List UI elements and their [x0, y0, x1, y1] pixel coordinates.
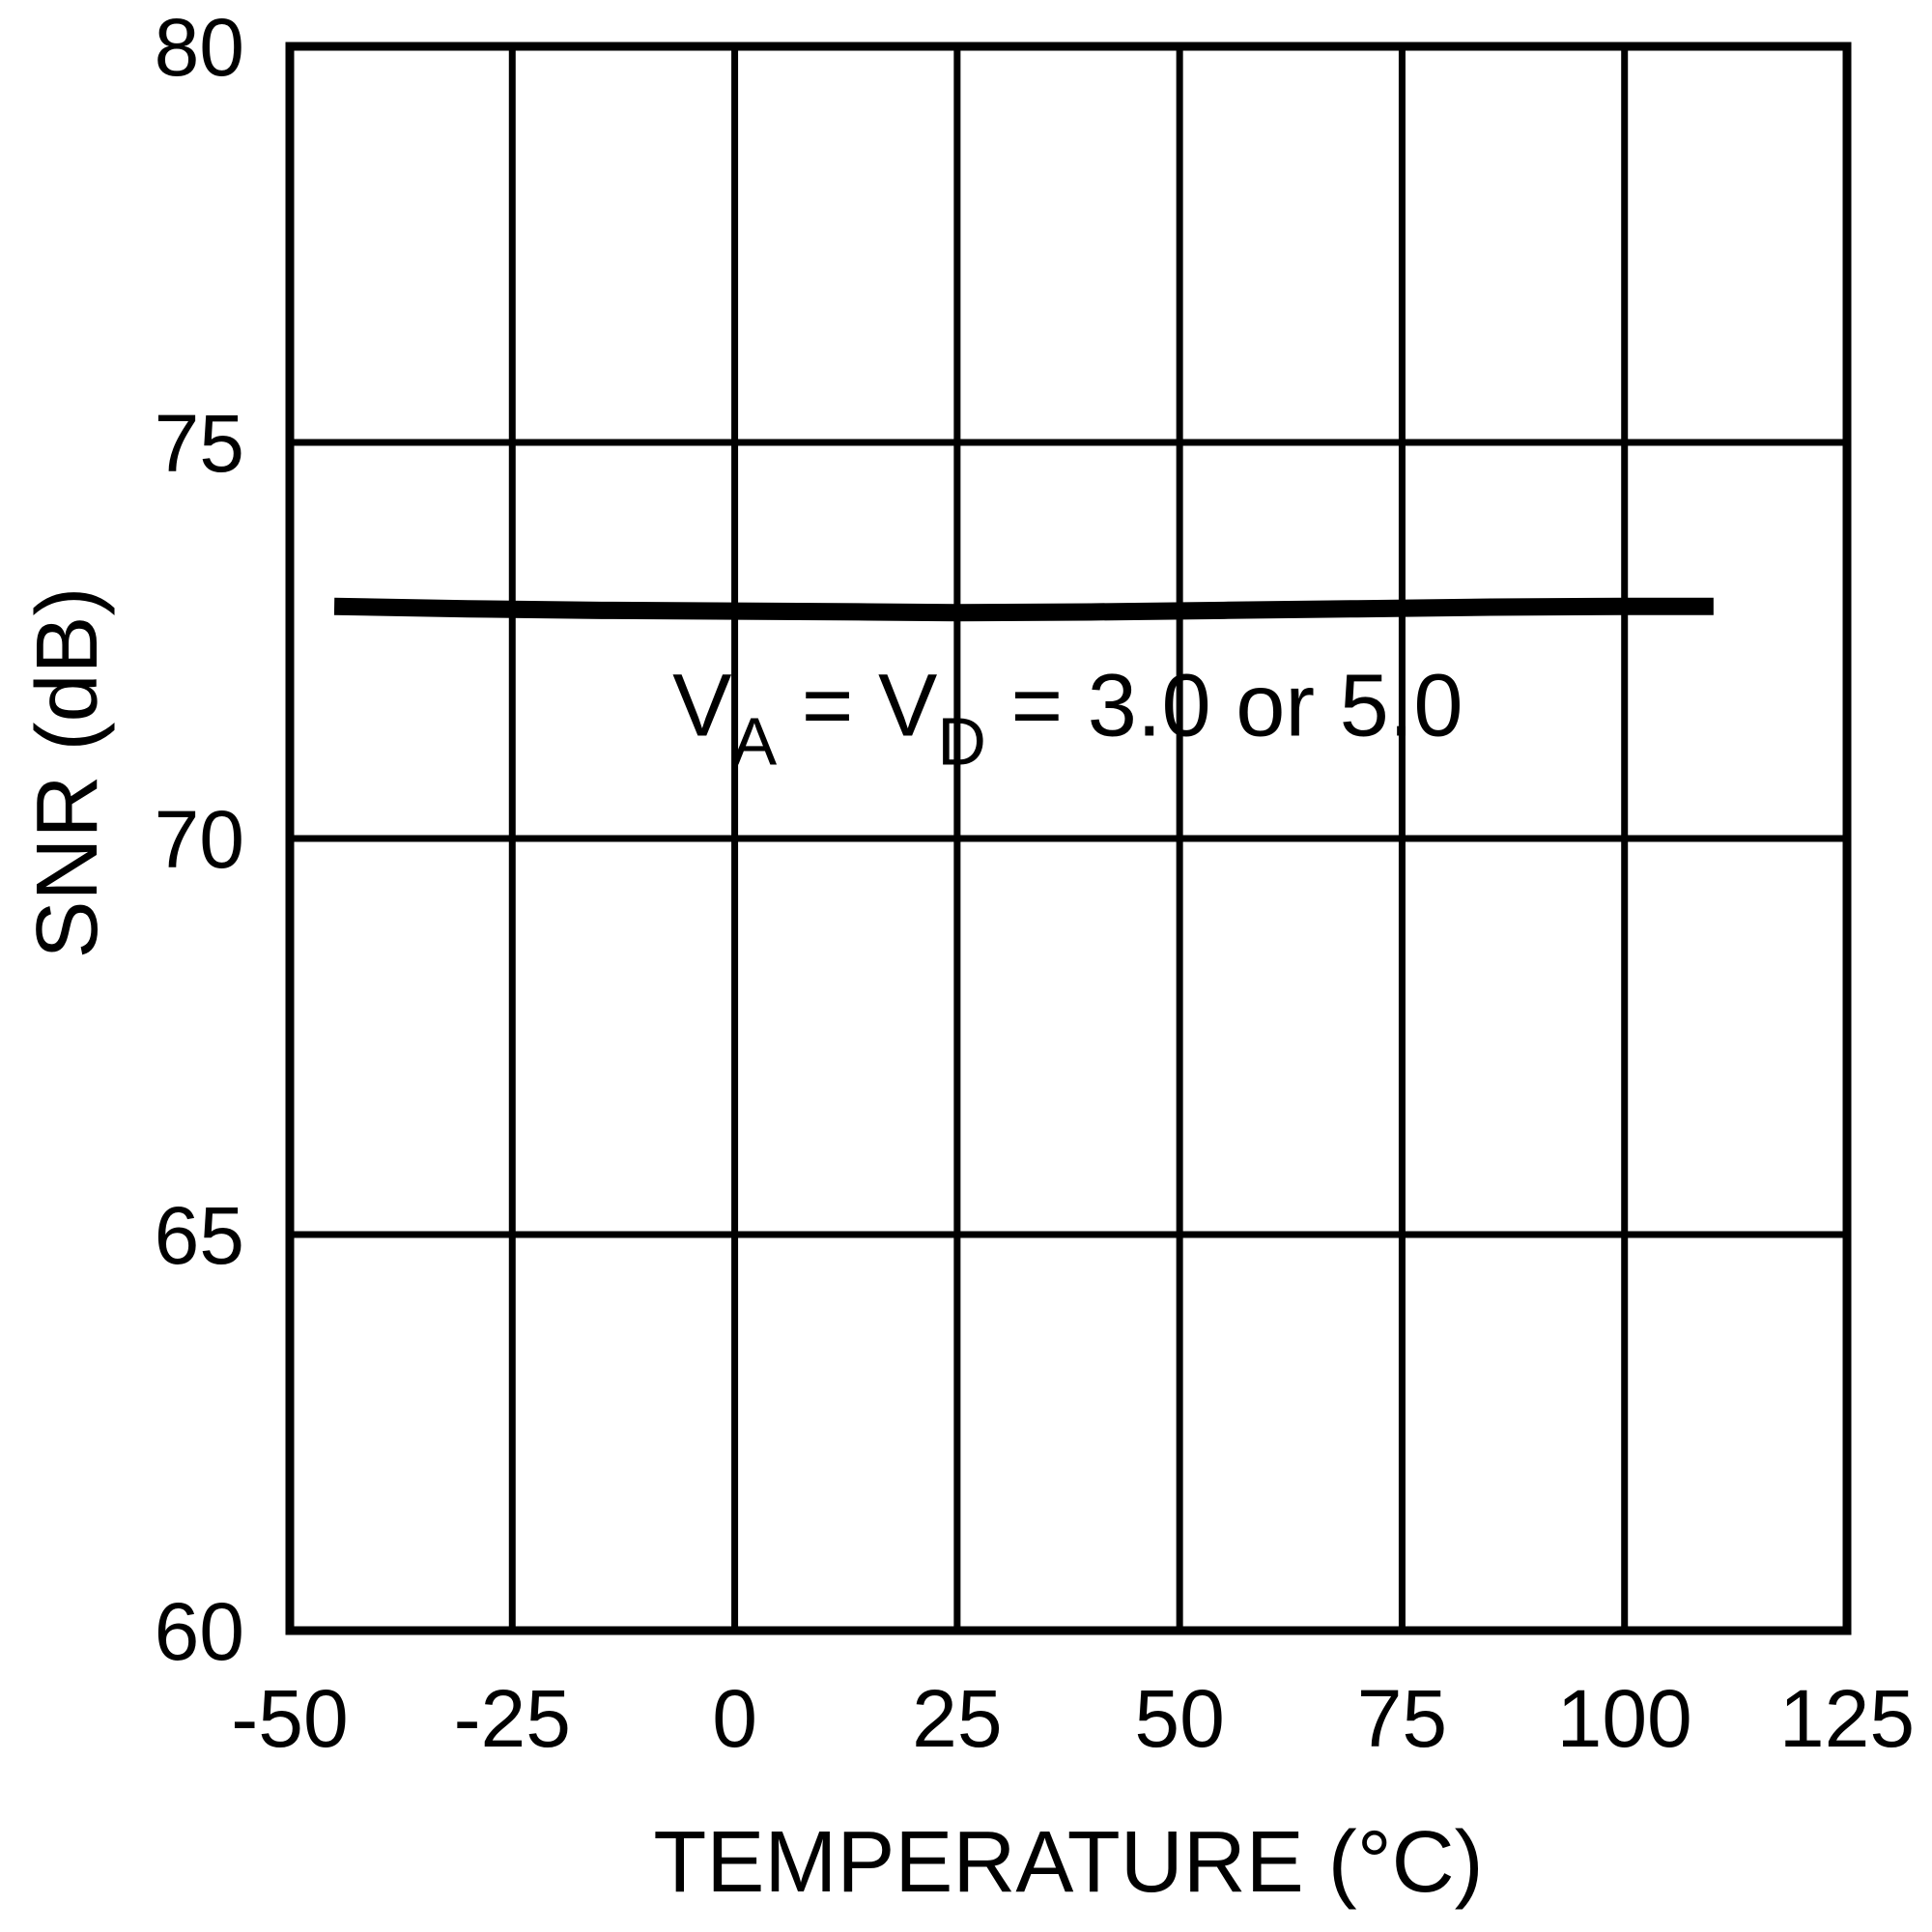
x-tick-label: 100 [1557, 1673, 1692, 1764]
x-tick-label: -25 [454, 1673, 571, 1764]
series-line-snr [333, 597, 1714, 622]
y-tick-label: 80 [155, 2, 244, 93]
y-tick-label: 70 [155, 794, 244, 885]
supply-voltage-annotation: VA = VD = 3.0 or 5.0 [672, 656, 1463, 779]
x-tick-label: 50 [1134, 1673, 1224, 1764]
y-tick-label: 60 [155, 1586, 244, 1677]
gridlines [286, 43, 1851, 1634]
annotation-segment: = 3.0 or 5.0 [986, 656, 1463, 754]
annotation-subscript: D [937, 703, 986, 779]
x-tick-labels: -50 -25 0 25 50 75 100 125 [231, 1673, 1915, 1764]
plot-border [285, 42, 1852, 1635]
data-series [333, 597, 1714, 622]
x-tick-label: 0 [712, 1673, 757, 1764]
x-tick-label: 75 [1357, 1673, 1447, 1764]
annotation-subscript: A [731, 703, 777, 779]
x-tick-label: 25 [912, 1673, 1002, 1764]
x-axis-label: TEMPERATURE (°C) [653, 1814, 1483, 1911]
annotation-segment: V [672, 656, 731, 754]
y-tick-label: 65 [155, 1190, 244, 1281]
annotation-segment: = V [777, 656, 937, 754]
y-axis-label: SNR (dB) [19, 586, 116, 958]
x-tick-label: 125 [1779, 1673, 1915, 1764]
x-tick-label: -50 [231, 1673, 348, 1764]
y-tick-labels: 60 65 70 75 80 [155, 2, 244, 1677]
y-tick-label: 75 [155, 398, 244, 489]
